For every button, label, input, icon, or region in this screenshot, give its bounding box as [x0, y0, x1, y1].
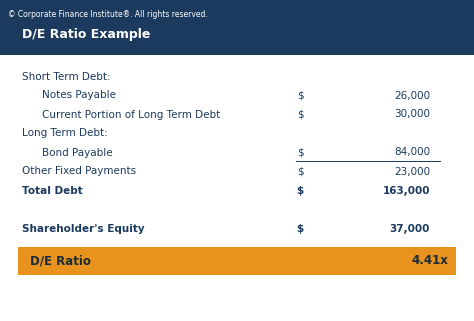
- Text: Current Portion of Long Term Debt: Current Portion of Long Term Debt: [42, 109, 220, 119]
- Text: 163,000: 163,000: [383, 186, 430, 195]
- Text: Short Term Debt:: Short Term Debt:: [22, 72, 110, 82]
- Bar: [0, 0, 474, 55]
- Bar: [18, 247, 456, 275]
- Text: 23,000: 23,000: [394, 167, 430, 177]
- Text: 4.41x: 4.41x: [411, 255, 448, 267]
- Text: Long Term Debt:: Long Term Debt:: [22, 128, 108, 138]
- Text: Other Fixed Payments: Other Fixed Payments: [22, 167, 136, 177]
- Text: $: $: [297, 109, 303, 119]
- Text: $: $: [297, 167, 303, 177]
- Text: Bond Payable: Bond Payable: [42, 148, 113, 158]
- Text: © Corporate Finance Institute®. All rights reserved.: © Corporate Finance Institute®. All righ…: [8, 10, 208, 19]
- Text: D/E Ratio Example: D/E Ratio Example: [22, 28, 150, 41]
- Text: D/E Ratio: D/E Ratio: [30, 255, 91, 267]
- Text: 26,000: 26,000: [394, 91, 430, 100]
- Text: Shareholder's Equity: Shareholder's Equity: [22, 223, 145, 233]
- Text: Total Debt: Total Debt: [22, 186, 83, 195]
- Text: $: $: [296, 223, 304, 233]
- Text: Notes Payable: Notes Payable: [42, 91, 116, 100]
- Text: 30,000: 30,000: [394, 109, 430, 119]
- Text: $: $: [297, 91, 303, 100]
- Text: 84,000: 84,000: [394, 148, 430, 158]
- Text: $: $: [297, 148, 303, 158]
- Text: 37,000: 37,000: [390, 223, 430, 233]
- Text: $: $: [296, 186, 304, 195]
